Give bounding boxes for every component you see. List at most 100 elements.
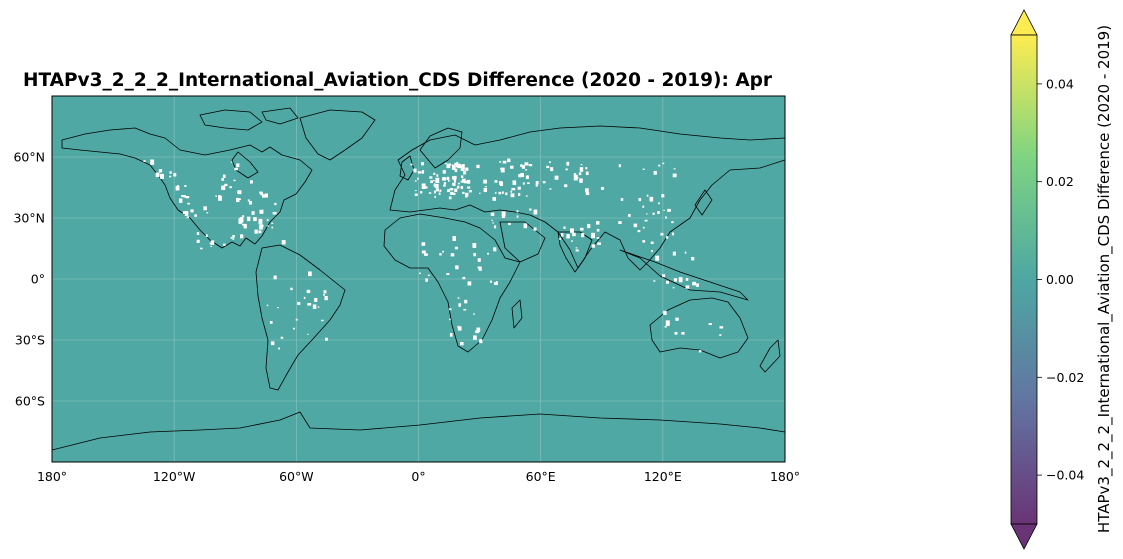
missing-data-speck: [667, 208, 671, 212]
missing-data-speck: [525, 175, 529, 180]
missing-data-speck: [180, 195, 184, 197]
missing-data-speck: [451, 176, 455, 180]
missing-data-speck: [160, 173, 165, 179]
missing-data-speck: [306, 289, 311, 294]
missing-data-speck: [434, 195, 437, 198]
coastline-scandinavia: [419, 127, 463, 169]
missing-data-speck: [566, 234, 570, 239]
missing-data-speck: [449, 318, 451, 321]
missing-data-speck: [663, 310, 667, 315]
missing-data-speck: [449, 333, 453, 337]
missing-data-speck: [433, 190, 437, 194]
missing-data-speck: [447, 179, 450, 182]
missing-data-speck: [510, 165, 514, 169]
missing-data-speck: [266, 304, 269, 307]
coastline-japan: [694, 189, 713, 216]
missing-data-speck: [273, 275, 277, 280]
missing-data-speck: [649, 196, 654, 202]
map-frame: [51, 95, 786, 463]
missing-data-speck: [450, 253, 455, 257]
missing-data-speck: [258, 219, 263, 225]
missing-data-speck: [463, 180, 468, 184]
missing-data-speck: [236, 197, 240, 203]
missing-data-speck: [452, 236, 457, 241]
y-tick-label: 30°S: [15, 333, 45, 348]
missing-data-speck: [143, 160, 146, 163]
missing-data-speck: [484, 186, 487, 188]
missing-data-speck: [184, 185, 187, 187]
y-tick-label: 60°S: [15, 394, 45, 409]
missing-data-speck: [196, 232, 200, 235]
missing-data-speck: [218, 195, 222, 201]
missing-data-speck: [535, 181, 539, 185]
missing-data-speck: [642, 226, 645, 229]
missing-data-speck: [448, 196, 452, 200]
missing-data-speck: [658, 202, 660, 205]
missing-data-speck: [448, 163, 452, 166]
missing-data-speck: [572, 232, 576, 237]
missing-data-speck: [447, 189, 450, 193]
missing-data-speck: [511, 187, 516, 191]
missing-data-speck: [566, 161, 570, 166]
missing-data-speck: [462, 276, 466, 280]
missing-data-speck: [421, 171, 424, 174]
missing-data-speck: [205, 234, 208, 238]
missing-data-speck: [222, 174, 226, 179]
y-tick-label: 60°N: [13, 150, 45, 165]
coastline-australia: [649, 297, 749, 359]
missing-data-speck: [280, 336, 284, 339]
missing-data-speck: [175, 185, 180, 191]
missing-data-speck: [501, 211, 506, 217]
missing-data-speck: [660, 232, 664, 236]
missing-data-speck: [458, 182, 460, 185]
missing-data-speck: [271, 341, 275, 346]
missing-data-speck: [196, 239, 200, 243]
missing-data-speck: [633, 223, 638, 228]
missing-data-speck: [240, 234, 244, 239]
missing-data-speck: [232, 238, 235, 240]
missing-data-speck: [473, 313, 475, 315]
missing-data-speck: [210, 240, 215, 245]
missing-data-speck: [229, 186, 232, 189]
missing-data-speck: [230, 236, 233, 239]
missing-data-speck: [270, 342, 273, 344]
missing-data-speck: [642, 168, 645, 171]
missing-data-speck: [233, 179, 236, 182]
missing-data-speck: [565, 168, 568, 171]
colorbar-tick-label: 0.00: [1046, 272, 1074, 287]
coastline-new-zealand: [759, 339, 781, 373]
missing-data-speck: [221, 178, 225, 181]
missing-data-speck: [324, 295, 328, 301]
missing-data-speck: [524, 162, 529, 166]
missing-data-speck: [210, 245, 212, 247]
missing-data-speck: [259, 209, 264, 214]
missing-data-speck: [618, 164, 621, 168]
missing-data-speck: [478, 266, 482, 271]
missing-data-speck: [666, 280, 669, 284]
missing-data-speck: [450, 191, 454, 195]
missing-data-speck: [433, 184, 436, 187]
missing-data-speck: [525, 169, 528, 171]
missing-data-speck: [238, 198, 241, 201]
missing-data-speck: [421, 250, 426, 254]
missing-data-speck: [516, 210, 519, 213]
missing-data-speck: [169, 171, 172, 174]
missing-data-speck: [490, 212, 495, 216]
missing-data-speck: [581, 233, 585, 238]
missing-data-speck: [600, 186, 605, 190]
missing-data-speck: [564, 184, 568, 188]
missing-data-speck: [596, 228, 600, 232]
missing-data-speck: [182, 211, 186, 215]
missing-data-speck: [672, 251, 676, 256]
missing-data-speck: [657, 211, 660, 215]
missing-data-speck: [671, 232, 675, 236]
missing-data-speck: [468, 190, 472, 193]
missing-data-speck: [500, 167, 505, 173]
missing-data-speck: [510, 193, 515, 198]
missing-data-speck: [242, 215, 245, 217]
missing-data-speck: [460, 165, 465, 172]
missing-data-speck: [186, 216, 190, 219]
missing-data-speck: [525, 195, 528, 197]
missing-data-speck: [190, 209, 194, 213]
